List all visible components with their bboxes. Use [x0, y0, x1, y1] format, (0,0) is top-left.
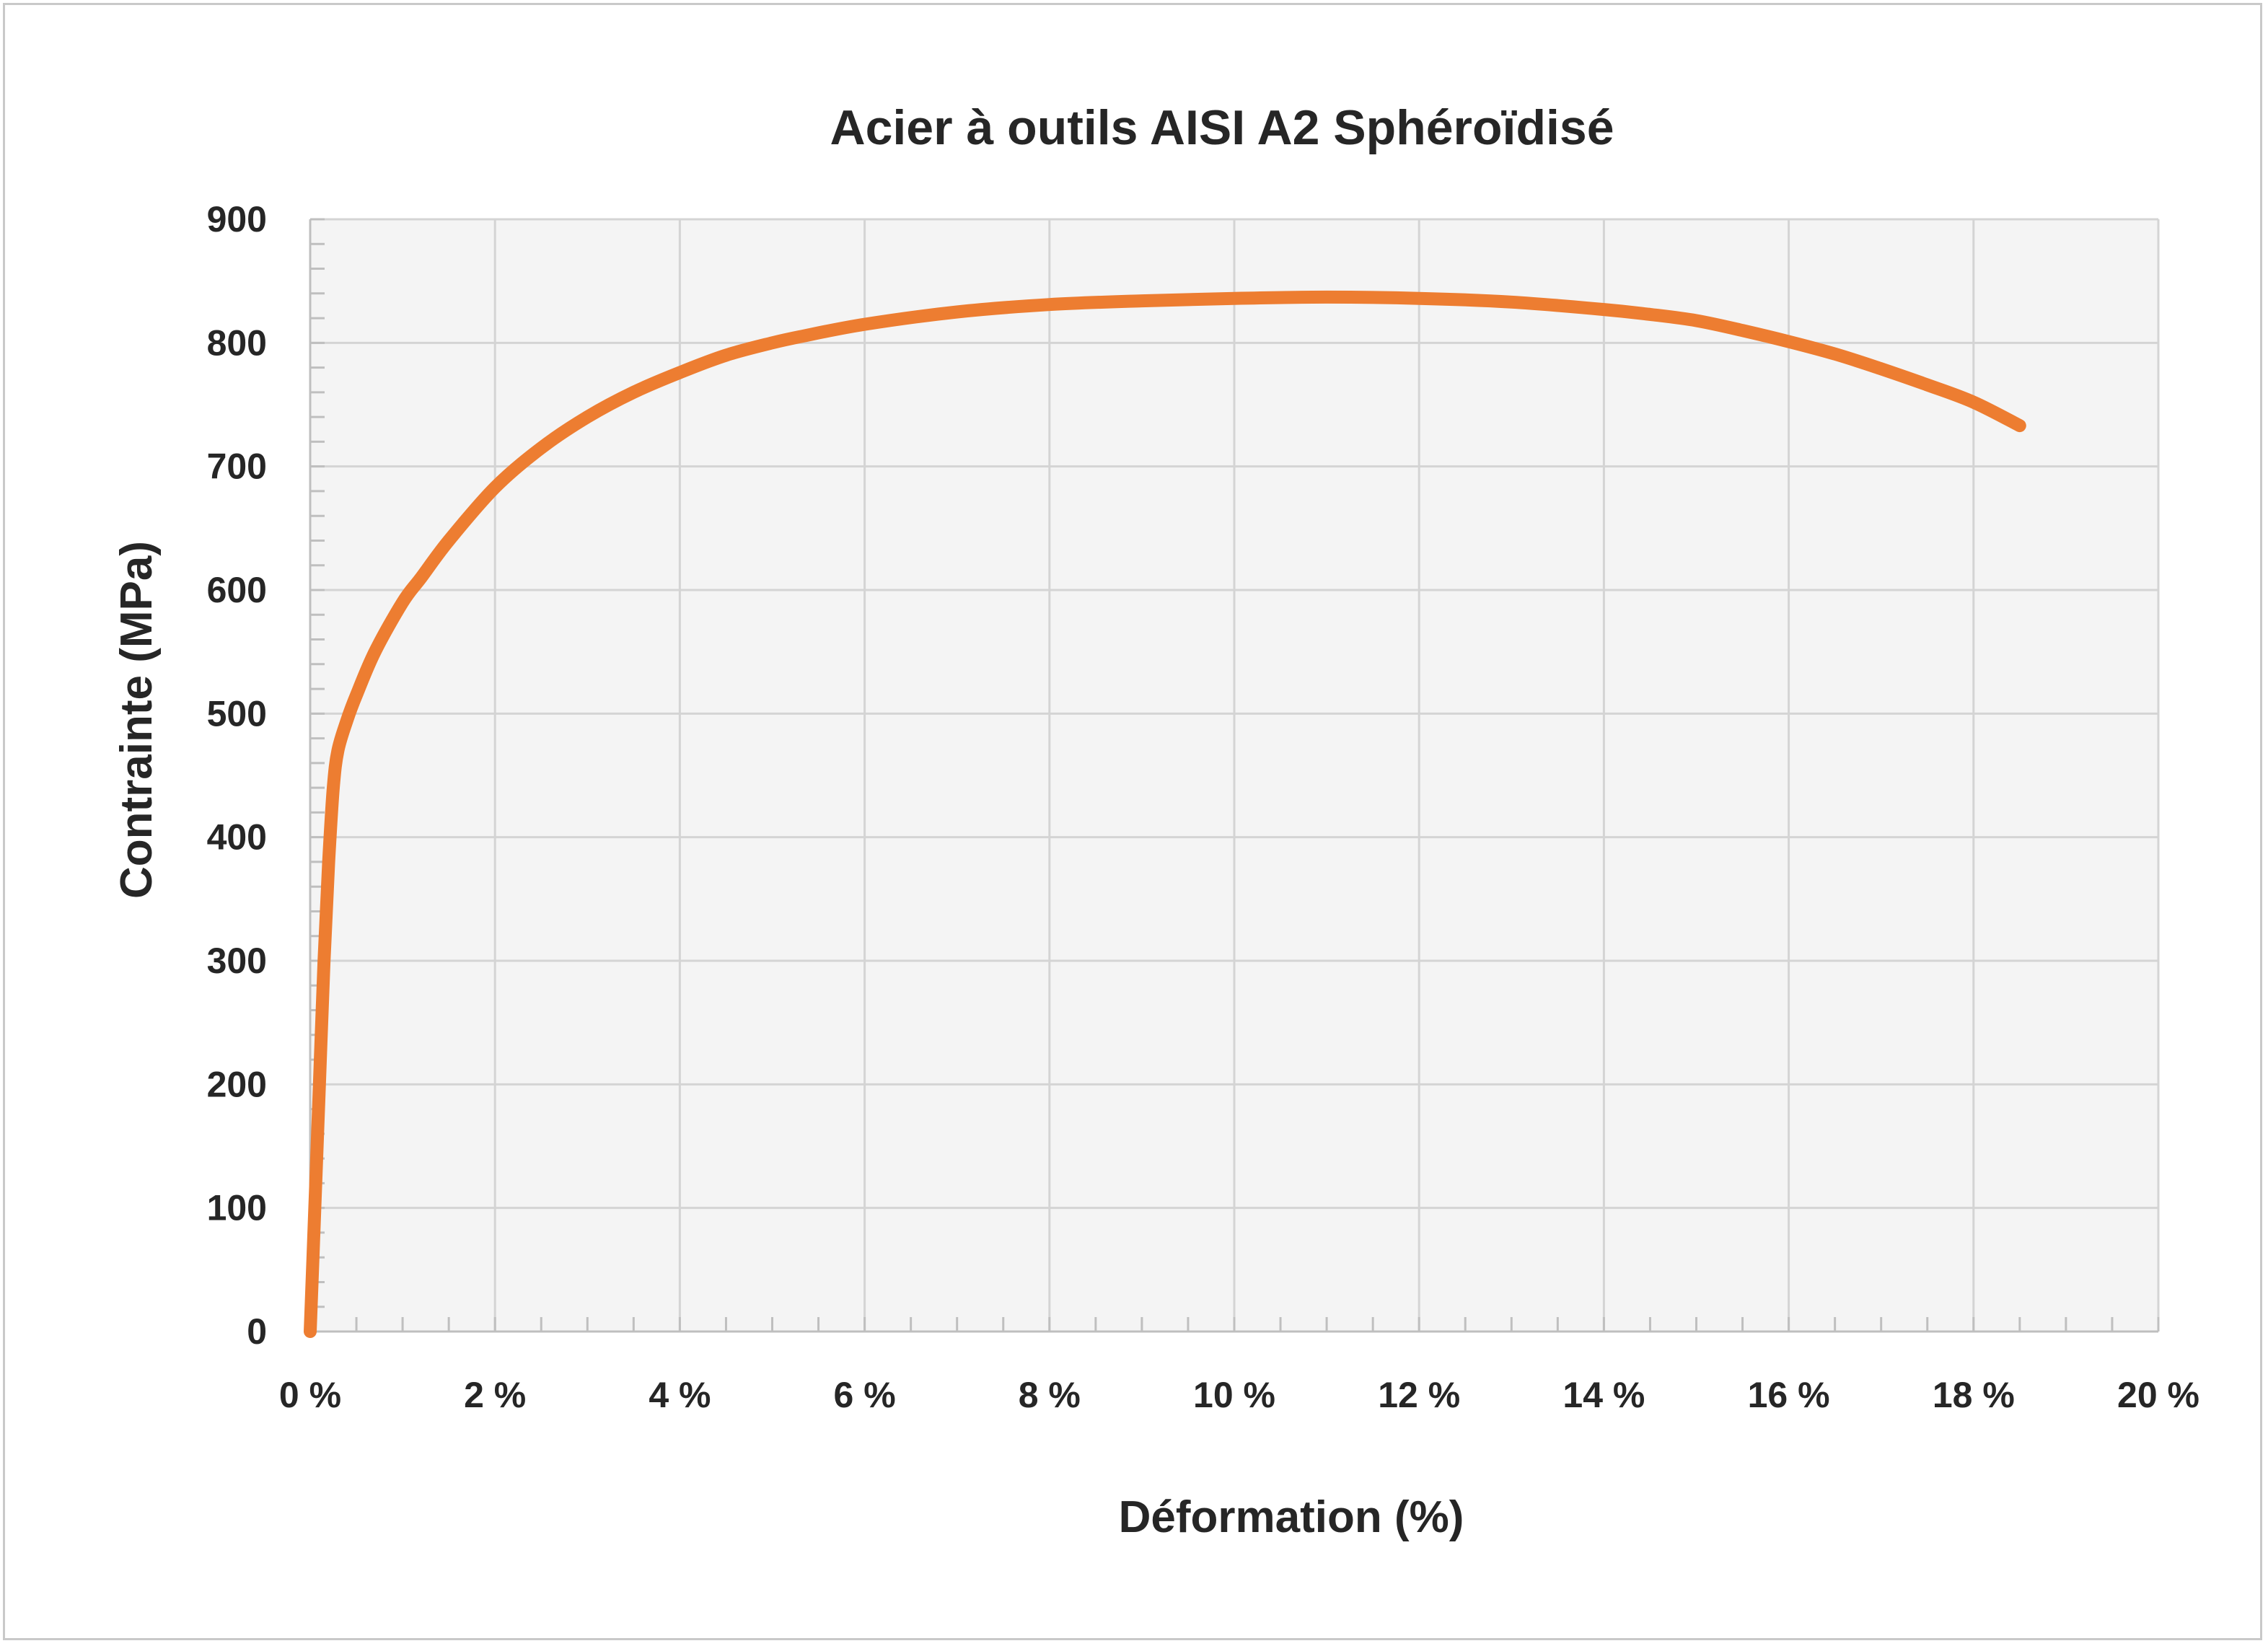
- x-tick-label: 10 %: [1193, 1375, 1275, 1415]
- chart-title: Acier à outils AISI A2 Sphéroïdisé: [830, 100, 1614, 155]
- x-tick-label: 2 %: [464, 1375, 526, 1415]
- y-tick-label: 200: [207, 1064, 267, 1104]
- y-tick-label: 0: [247, 1311, 267, 1352]
- tick-labels: 0 100 200 300 400 500 600 700 800 900 0 % 2 % 4 % 6 %…: [207, 199, 2199, 1415]
- x-tick-label: 16 %: [1748, 1375, 1830, 1415]
- x-tick-label: 8 %: [1019, 1375, 1081, 1415]
- x-axis-label: Déformation (%): [1119, 1492, 1464, 1542]
- y-tick-label: 300: [207, 941, 267, 981]
- y-tick-label: 800: [207, 322, 267, 363]
- y-tick-label: 600: [207, 570, 267, 610]
- y-axis-label: Contrainte (MPa): [112, 541, 162, 899]
- series-layer: [304, 290, 2026, 1338]
- x-tick-label: 12 %: [1378, 1375, 1460, 1415]
- x-tick-label: 6 %: [834, 1375, 896, 1415]
- x-tick-label: 18 %: [1933, 1375, 2015, 1415]
- y-tick-label: 400: [207, 817, 267, 858]
- x-tick-label: 14 %: [1562, 1375, 1645, 1415]
- y-tick-label: 500: [207, 693, 267, 734]
- series-line: [304, 290, 2026, 1338]
- x-tick-label: 20 %: [2117, 1375, 2199, 1415]
- y-tick-label: 100: [207, 1188, 267, 1228]
- y-tick-label: 900: [207, 199, 267, 239]
- y-tick-label: 700: [207, 446, 267, 487]
- x-tick-label: 0 %: [279, 1375, 341, 1415]
- x-tick-label: 4 %: [649, 1375, 711, 1415]
